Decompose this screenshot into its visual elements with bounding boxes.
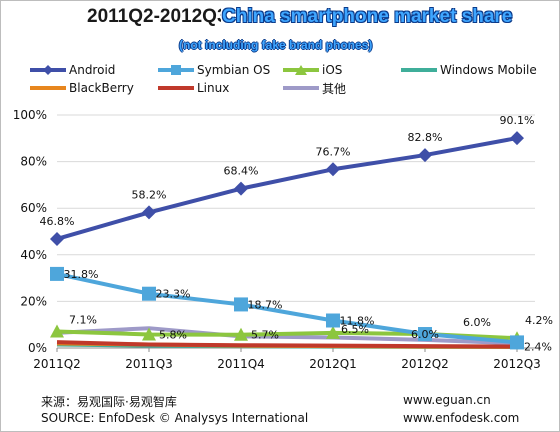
data-point-ios	[50, 324, 64, 338]
y-tick-label: 40%	[20, 248, 47, 262]
data-point-android	[326, 162, 340, 177]
data-label: 2.4%	[524, 340, 552, 353]
legend-label-windows-mobile: Windows Mobile	[440, 63, 537, 77]
data-label: 5.8%	[159, 328, 187, 341]
source-cn: 来源：易观国际·易观智库	[41, 395, 177, 409]
data-point-ios	[326, 325, 340, 339]
data-point-android	[50, 231, 64, 246]
data-point-symbian	[234, 297, 248, 312]
data-label: 6.0%	[411, 328, 439, 341]
data-point-ios	[234, 327, 248, 341]
legend-label-android: Android	[69, 63, 116, 77]
legend-swatch-ios	[283, 65, 319, 75]
legend-swatch-other	[283, 86, 319, 90]
data-label: 6.5%	[341, 323, 369, 336]
series-line-其他	[56, 326, 518, 346]
data-point-symbian	[142, 286, 156, 301]
legend-item-windows-mobile: Windows Mobile	[401, 63, 537, 77]
data-label: 6.0%	[463, 316, 491, 329]
legend-label-symbian: Symbian OS	[197, 63, 271, 77]
legend-item-symbian: Symbian OS	[158, 63, 270, 77]
y-tick-label: 80%	[20, 155, 47, 169]
x-tick-label: 2012Q1	[309, 357, 357, 371]
data-point-android	[234, 181, 248, 196]
legend-item-android: Android	[30, 63, 115, 77]
chart-title-prefix: 2011Q2-2012Q3	[87, 6, 228, 27]
y-tick-label: 0%	[28, 341, 47, 355]
data-label: 68.4%	[224, 165, 259, 178]
legend-swatch-symbian	[158, 65, 194, 75]
y-tick-label: 20%	[20, 294, 47, 308]
data-point-symbian	[50, 266, 64, 281]
data-point-android	[510, 131, 524, 146]
y-tick-label: 60%	[20, 201, 47, 215]
legend-item-ios: iOS	[283, 63, 342, 77]
data-label: 46.8%	[40, 215, 75, 228]
legend-label-linux: Linux	[197, 81, 230, 95]
legend-swatch-linux	[158, 86, 194, 90]
data-label: 11.8%	[340, 315, 375, 328]
legend-item-linux: Linux	[158, 81, 229, 95]
series-line-android	[56, 136, 518, 241]
data-point-ios	[142, 327, 156, 341]
legend-label-ios: iOS	[322, 63, 343, 77]
data-label: 4.2%	[525, 314, 553, 327]
source-en: SOURCE: EnfoDesk © Analysys Internationa…	[41, 411, 309, 425]
series-line-symbian-os	[56, 271, 518, 345]
legend-label-other: 其他	[322, 81, 347, 96]
data-label: 90.1%	[500, 114, 535, 127]
series-line-linux	[56, 340, 518, 349]
data-label: 18.7%	[248, 298, 283, 311]
x-tick-label: 2011Q3	[125, 357, 173, 371]
url-eguan: www.eguan.cn	[403, 393, 491, 407]
x-tick-label: 2011Q4	[217, 357, 265, 371]
chart-subtitle: (not including fake brand phones)	[179, 38, 373, 52]
legend-item-other: 其他	[283, 81, 347, 96]
data-point-symbian	[418, 327, 432, 342]
data-label: 7.1%	[69, 313, 97, 326]
legend-swatch-blackberry	[30, 86, 66, 90]
chart-title: China smartphone market share	[221, 6, 514, 28]
data-point-android	[418, 148, 432, 163]
data-point-android	[142, 205, 156, 220]
y-tick-label: 100%	[13, 108, 47, 122]
legend-item-blackberry: BlackBerry	[30, 81, 134, 95]
data-point-symbian	[326, 313, 340, 328]
legend-swatch-windows-mobile	[401, 68, 437, 72]
data-label: 5.7%	[251, 329, 279, 342]
url-enfodesk: www.enfodesk.com	[403, 411, 520, 425]
data-label: 82.8%	[408, 131, 443, 144]
data-label: 31.8%	[64, 268, 99, 281]
legend-label-blackberry: BlackBerry	[69, 81, 134, 95]
data-point-symbian	[510, 335, 524, 350]
data-label: 76.7%	[316, 145, 351, 158]
legend-swatch-android	[30, 65, 66, 75]
data-label: 58.2%	[132, 188, 167, 201]
x-tick-label: 2012Q3	[493, 357, 541, 371]
x-tick-label: 2011Q2	[33, 357, 81, 371]
x-tick-label: 2012Q2	[401, 357, 449, 371]
data-label: 23.3%	[156, 288, 191, 301]
